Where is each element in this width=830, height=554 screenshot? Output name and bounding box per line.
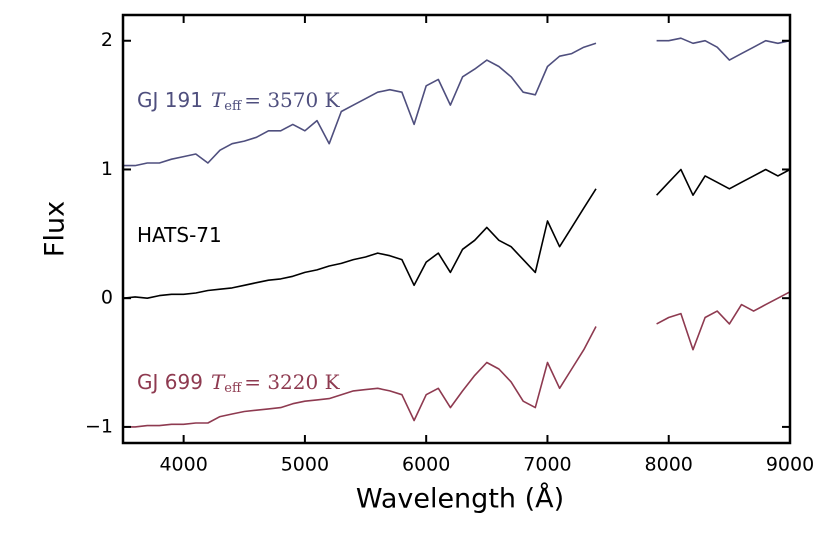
x-tick-label: 6000 (402, 454, 450, 476)
series-label: HATS-71 (137, 223, 222, 247)
y-tick-label: 1 (101, 158, 113, 180)
y-axis-label: Flux (40, 201, 71, 257)
x-tick-label: 9000 (766, 454, 814, 476)
series-label: GJ 191 Teff = 3570 K (137, 88, 341, 114)
y-tick-label: 0 (101, 287, 113, 309)
spectrum-line (123, 291, 791, 428)
teff-symbol: T (211, 370, 226, 394)
y-tick-label: −1 (85, 415, 113, 437)
teff-subscript: eff (224, 381, 243, 396)
series-label: GJ 699 Teff = 3220 K (137, 370, 341, 396)
series-name: GJ 191 (137, 88, 203, 112)
teff-symbol: T (211, 88, 226, 112)
spectrum-line (123, 37, 791, 167)
spectrum-line (122, 168, 791, 299)
x-tick-label: 4000 (159, 454, 207, 476)
plot-frame (121, 13, 792, 445)
teff-subscript: eff (224, 99, 243, 114)
x-tick-label: 5000 (281, 454, 329, 476)
x-tick-label: 7000 (523, 454, 571, 476)
y-tick-label: 2 (101, 29, 113, 51)
series-name: GJ 699 (137, 370, 203, 394)
teff-value: = 3570 K (244, 88, 340, 112)
x-tick-label: 8000 (645, 454, 693, 476)
x-axis-label: Wavelength (Å) (356, 483, 564, 515)
teff-value: = 3220 K (244, 370, 340, 394)
series-name: HATS-71 (137, 223, 222, 247)
